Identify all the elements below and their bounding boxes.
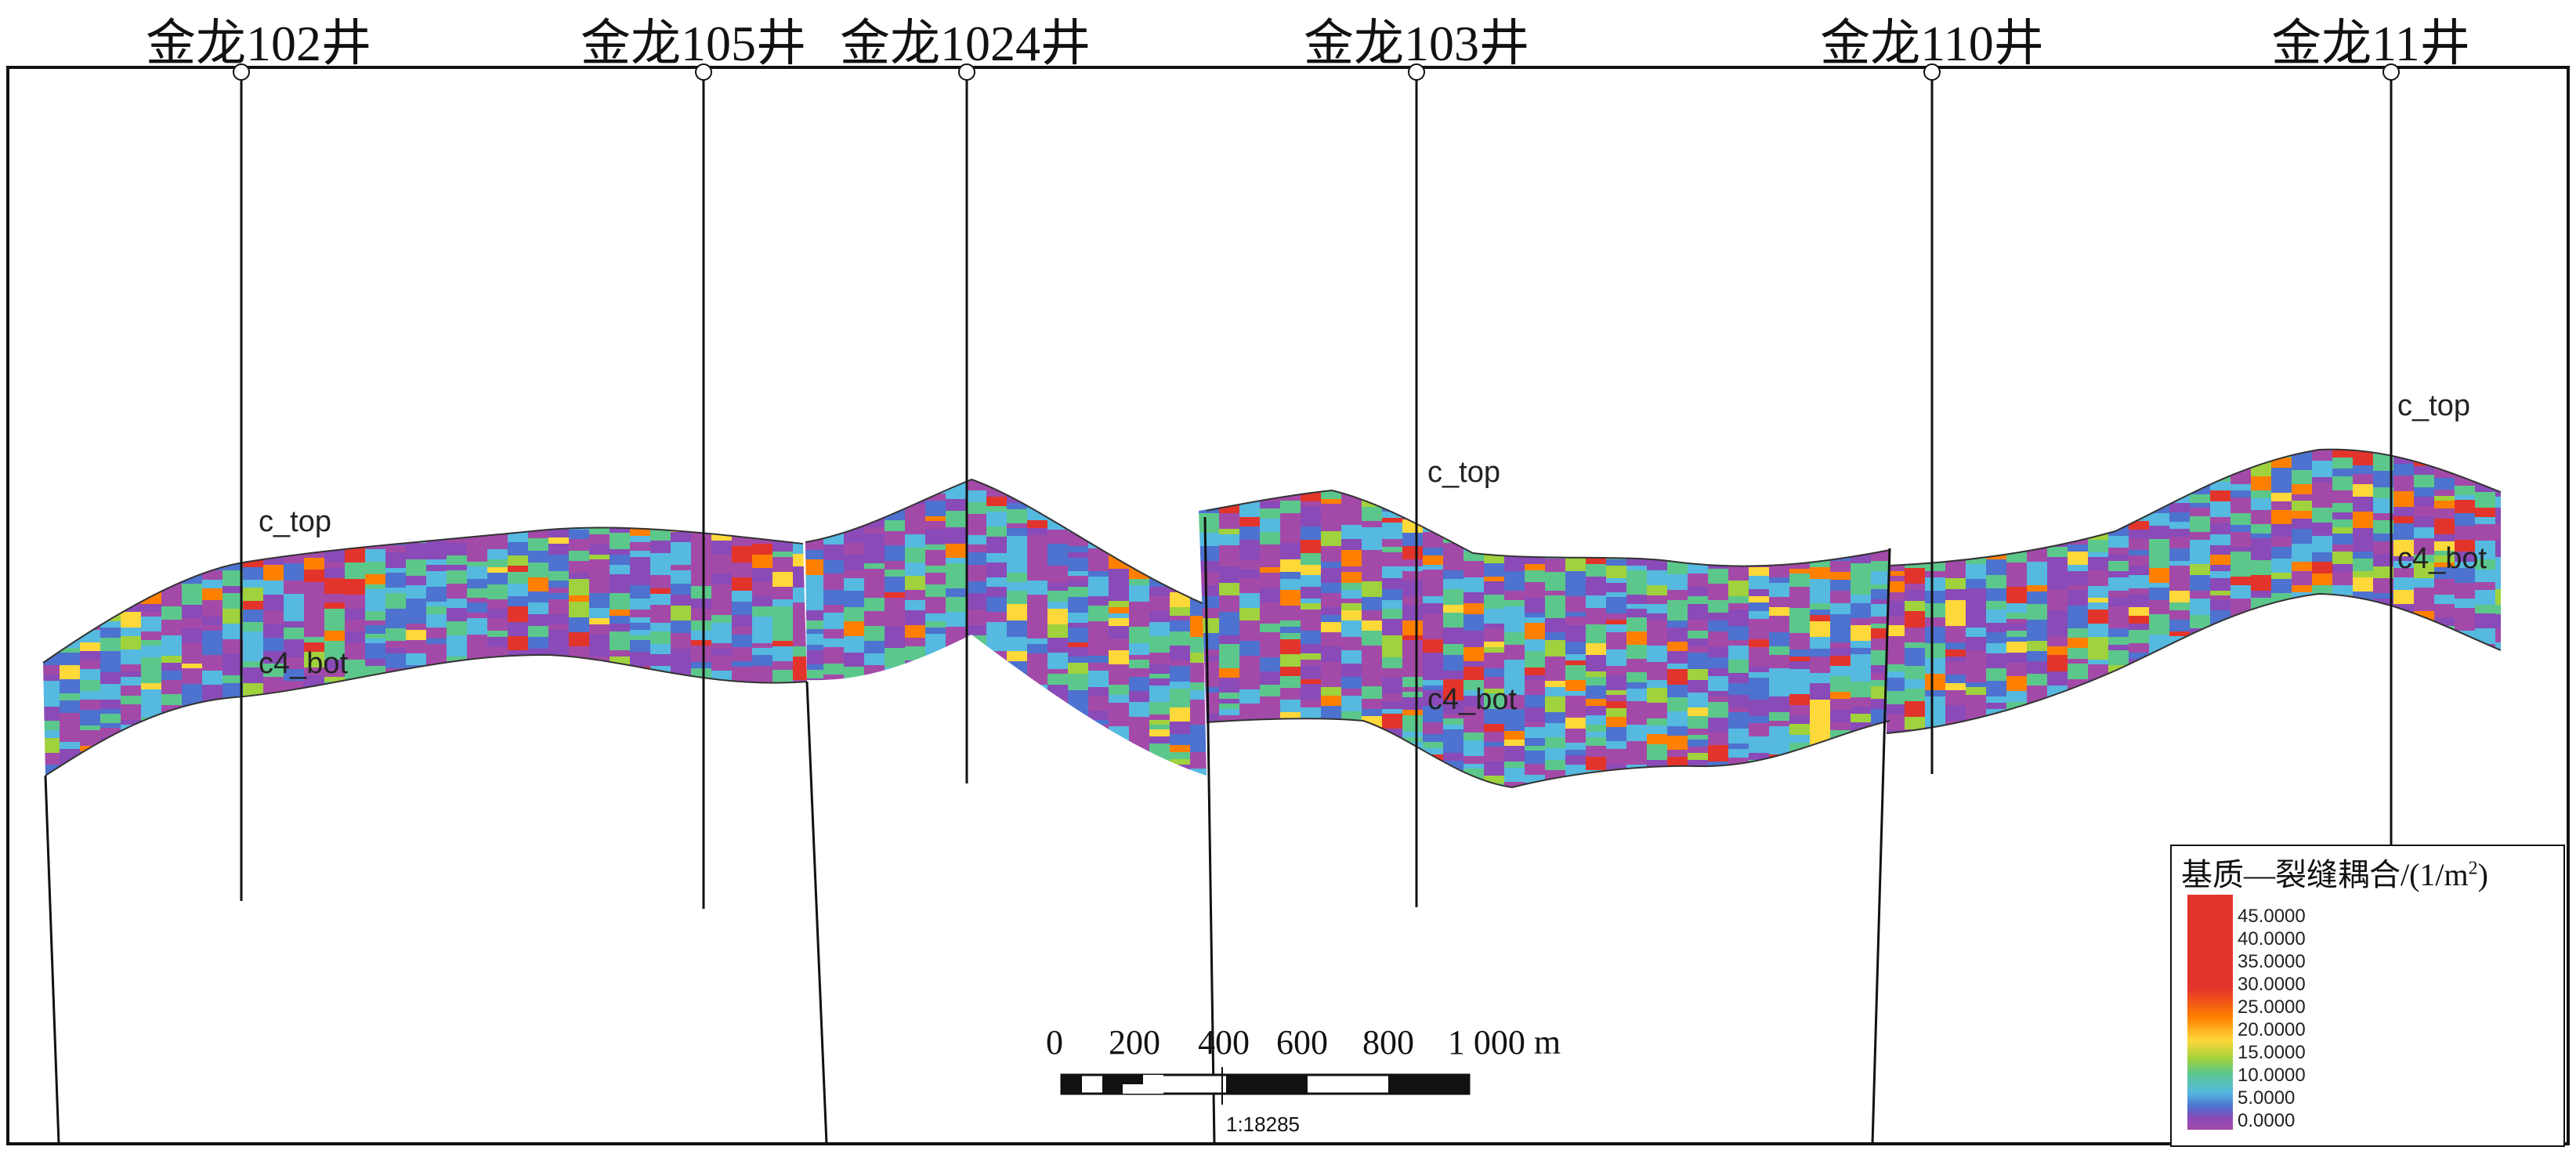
wellhead-symbol xyxy=(1408,63,1425,81)
legend-tick: 35.0000 xyxy=(2238,951,2306,972)
facies-panel xyxy=(43,527,807,776)
well-label: 金龙11井 xyxy=(2271,16,2470,71)
facies-panels xyxy=(43,449,2501,787)
legend-tick: 20.0000 xyxy=(2238,1019,2306,1040)
fault-line xyxy=(1203,516,1216,1145)
wellhead-symbol xyxy=(233,63,250,81)
well-label: 金龙1024井 xyxy=(840,16,1091,71)
color-legend: 基质—裂缝耦合/(1/m2) 45.0000 40.0000 35.0000 3… xyxy=(2170,845,2565,1147)
wellhead-symbol xyxy=(958,63,975,81)
scale-ratio: 1:18285 xyxy=(1226,1112,1300,1136)
scale-label: 1 000 m xyxy=(1447,1023,1561,1062)
well-label: 金龙103井 xyxy=(1304,16,1529,71)
legend-tick: 25.0000 xyxy=(2238,997,2306,1018)
wellhead-symbol xyxy=(695,63,712,81)
scale-label: 0 xyxy=(1046,1023,1063,1062)
legend-title: 基质—裂缝耦合/(1/m2) xyxy=(2181,857,2488,892)
c4-bot-horizon-line xyxy=(1886,592,2502,734)
facies-panel xyxy=(805,479,1207,776)
fault-line xyxy=(44,775,60,1145)
scale-bar xyxy=(1060,1067,1471,1105)
scale-label: 400 xyxy=(1198,1023,1250,1062)
horizon-label-top: c_top xyxy=(259,505,331,538)
c4-bot-horizon-line xyxy=(45,653,808,776)
legend-tick: 15.0000 xyxy=(2238,1042,2306,1063)
wellhead-symbol xyxy=(1923,63,1941,81)
legend-colorbar xyxy=(2187,895,2233,1130)
horizon-label-bottom: c4_bot xyxy=(1427,683,1518,716)
legend-tick: 10.0000 xyxy=(2238,1065,2306,1086)
legend-tick: 0.0000 xyxy=(2238,1110,2296,1131)
scale-label: 600 xyxy=(1276,1023,1328,1062)
c-top-horizon-line xyxy=(42,526,804,664)
legend-tick: 5.0000 xyxy=(2238,1087,2296,1109)
facies-panel xyxy=(1199,490,1890,787)
horizon-label-bottom: c4_bot xyxy=(259,647,349,680)
scale-label: 200 xyxy=(1109,1023,1160,1062)
c-top-horizon-line xyxy=(1206,489,1890,567)
fault-line xyxy=(1871,548,1891,1145)
facies-panel xyxy=(1887,449,2501,733)
horizon-label-top: c_top xyxy=(2397,389,2470,422)
wellhead-symbol xyxy=(2382,63,2400,81)
section-frame xyxy=(6,66,2570,1145)
c-top-horizon-line xyxy=(1887,448,2502,566)
well-label: 金龙105井 xyxy=(581,16,806,71)
well-label: 金龙110井 xyxy=(1820,16,2044,71)
legend-tick: 30.0000 xyxy=(2238,974,2306,995)
c4-bot-horizon-line xyxy=(1206,718,1890,789)
horizon-label-top: c_top xyxy=(1427,456,1500,489)
well-label: 金龙102井 xyxy=(146,16,371,71)
horizon-label-bottom: c4_bot xyxy=(2397,542,2487,575)
well-tracks xyxy=(233,63,2400,909)
legend-tick: 45.0000 xyxy=(2238,906,2306,927)
fault-line xyxy=(805,681,828,1145)
legend-tick: 40.0000 xyxy=(2238,928,2306,950)
c-top-horizon-line xyxy=(805,478,1203,604)
structure-lines xyxy=(6,66,2570,1145)
scale-label: 800 xyxy=(1362,1023,1414,1062)
